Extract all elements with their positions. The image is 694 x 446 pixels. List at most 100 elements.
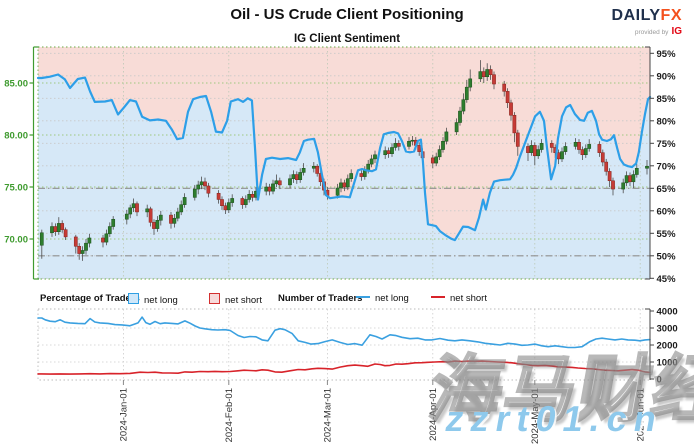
price-tick-label: 70.00 bbox=[4, 235, 28, 246]
candle-up bbox=[563, 146, 568, 152]
logo-provided-by: provided by bbox=[634, 29, 669, 36]
candle-up bbox=[274, 180, 279, 185]
candle-up bbox=[264, 186, 269, 192]
candle-down bbox=[206, 185, 211, 194]
date-tick-label: 2024-Apr-01 bbox=[428, 388, 439, 441]
candle-down bbox=[549, 143, 554, 148]
candle-up bbox=[410, 139, 415, 142]
count-axis: 4000 3000 2000 1000 0 bbox=[645, 307, 678, 386]
candle-down bbox=[505, 91, 510, 104]
candle-down bbox=[277, 180, 282, 186]
candle-up bbox=[247, 194, 252, 200]
candle-up bbox=[434, 156, 439, 164]
candle-down bbox=[342, 182, 347, 188]
candle-up bbox=[128, 207, 133, 215]
legend-netlong-pct: net long bbox=[128, 293, 178, 306]
candle-up bbox=[458, 110, 462, 123]
candle-up bbox=[441, 140, 445, 150]
candle-up bbox=[158, 214, 163, 221]
main-chart-canvas: 85.00 80.00 75.00 70.00 95% 90% 85% 80% 75% 70% 65… bbox=[4, 46, 677, 285]
count-tick-label: 1000 bbox=[657, 358, 678, 369]
candle-up bbox=[298, 172, 303, 180]
candle-up bbox=[182, 197, 187, 205]
candle-up bbox=[573, 142, 578, 147]
page-title: Oil - US Crude Client Positioning bbox=[230, 6, 464, 23]
candle-down bbox=[607, 171, 612, 182]
candle-up bbox=[583, 148, 588, 156]
legend-num-group-label: Number of Traders bbox=[278, 293, 363, 304]
candle-down bbox=[63, 229, 68, 238]
count-tick-label: 3000 bbox=[657, 324, 678, 335]
candle-up bbox=[243, 199, 248, 205]
candle-up bbox=[80, 250, 85, 254]
candle-up bbox=[454, 122, 459, 133]
candles-layer bbox=[39, 60, 649, 261]
percent-tick-label: 50% bbox=[657, 251, 677, 262]
candle-up bbox=[291, 174, 296, 179]
netlong-swatch-icon bbox=[128, 293, 139, 304]
legend-pct-group-label: Percentage of Traders bbox=[40, 293, 140, 304]
candle-up bbox=[461, 99, 466, 112]
candle-up bbox=[301, 168, 306, 173]
count-tick-label: 2000 bbox=[657, 341, 678, 352]
count-plot-border bbox=[37, 308, 651, 381]
candle-up bbox=[339, 182, 343, 189]
candle-up bbox=[84, 242, 88, 251]
candle-down bbox=[396, 143, 401, 147]
candle-down bbox=[73, 236, 78, 247]
candle-up bbox=[645, 165, 649, 169]
candle-up bbox=[634, 168, 639, 175]
candle-up bbox=[621, 182, 626, 190]
candle-up bbox=[478, 71, 483, 80]
candle-up bbox=[345, 178, 350, 188]
date-axis: 2024-Jan-01 2024-Feb-01 2024-Mar-01 2024-Ap… bbox=[119, 380, 646, 444]
candle-down bbox=[101, 237, 105, 243]
candle-up bbox=[444, 131, 449, 142]
candle-down bbox=[240, 198, 245, 205]
candle-down bbox=[359, 173, 364, 177]
candle-up bbox=[175, 211, 180, 219]
candle-up bbox=[311, 165, 316, 169]
candle-down bbox=[532, 145, 537, 157]
candle-up bbox=[39, 232, 44, 246]
candle-down bbox=[148, 208, 153, 223]
candle-up bbox=[104, 233, 109, 243]
count-tick-label: 0 bbox=[657, 375, 662, 386]
net-long-pct-line bbox=[36, 73, 652, 242]
percent-tick-label: 85% bbox=[657, 94, 677, 105]
count-grid-layer bbox=[38, 309, 650, 380]
candle-up bbox=[56, 223, 61, 232]
percent-tick-label: 45% bbox=[657, 274, 677, 285]
candle-up bbox=[437, 149, 442, 158]
candle-up bbox=[373, 154, 377, 160]
net-long-count-line bbox=[37, 316, 651, 349]
candle-down bbox=[509, 102, 513, 116]
candle-down bbox=[417, 145, 422, 152]
candle-up bbox=[464, 86, 469, 100]
candle-up bbox=[172, 217, 177, 224]
date-tick-label: 2024-Jan-01 bbox=[119, 388, 130, 441]
date-tick-label: 2024-Mar-01 bbox=[323, 388, 334, 442]
logo-ig-text: IG bbox=[671, 26, 682, 37]
candle-down bbox=[386, 150, 391, 154]
candle-down bbox=[577, 142, 581, 150]
candle-up bbox=[87, 237, 92, 244]
candle-up bbox=[226, 202, 231, 211]
candle-down bbox=[60, 223, 65, 230]
candle-up bbox=[131, 203, 136, 209]
candle-up bbox=[560, 151, 564, 160]
dailyfx-logo: DAILYFX provided by IG bbox=[612, 8, 682, 37]
candle-up bbox=[407, 140, 411, 147]
candle-up bbox=[390, 147, 394, 154]
netlong-line-icon bbox=[356, 296, 370, 298]
candle-up bbox=[468, 78, 473, 88]
logo-fx-text: FX bbox=[660, 7, 682, 24]
candle-up bbox=[485, 69, 490, 78]
candle-down bbox=[488, 69, 493, 75]
candle-up bbox=[230, 198, 235, 203]
percent-axis: 95% 90% 85% 80% 75% 70% 65% 60% 55% 50% 45% bbox=[645, 46, 677, 285]
candle-up bbox=[539, 143, 544, 150]
logo-daily-text: DAILY bbox=[611, 7, 661, 24]
candle-down bbox=[512, 114, 517, 134]
